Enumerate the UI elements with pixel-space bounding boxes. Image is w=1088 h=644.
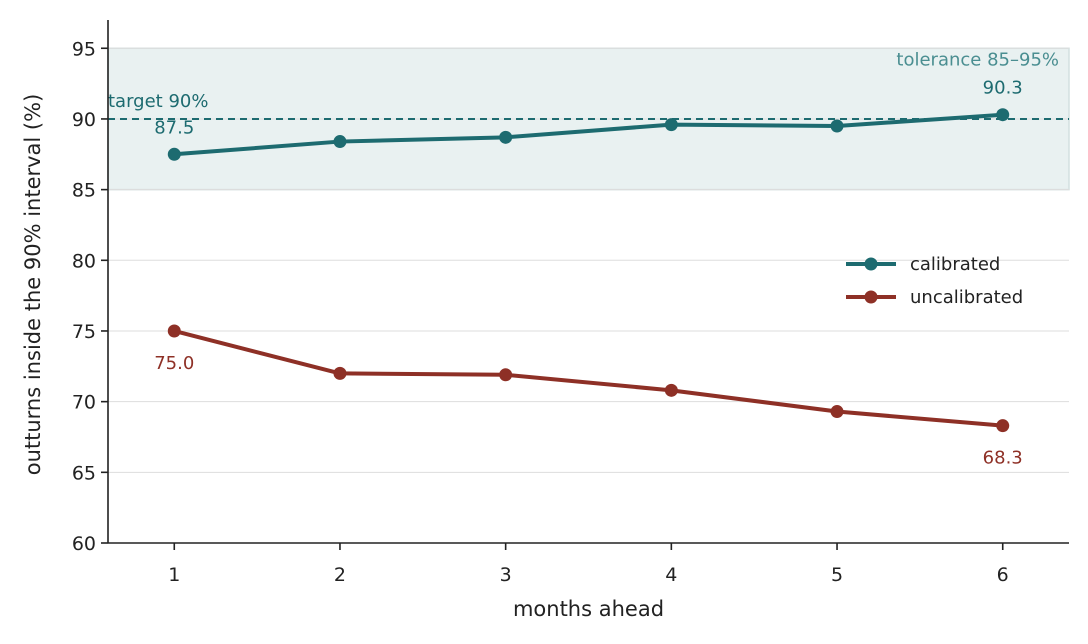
data-labels: 87.5 90.3 75.0 68.3 xyxy=(154,78,1023,469)
y-tick-label: 70 xyxy=(72,392,96,414)
x-tick-label: 3 xyxy=(500,564,512,586)
data-point-uncalibrated xyxy=(333,366,347,380)
y-tick-label: 75 xyxy=(72,321,96,343)
series-layer xyxy=(167,108,1010,433)
y-tick-label: 60 xyxy=(72,533,96,555)
data-point-calibrated xyxy=(664,118,678,132)
x-tick-label: 1 xyxy=(168,564,180,586)
data-point-uncalibrated xyxy=(996,419,1010,433)
y-tick-label: 90 xyxy=(72,109,96,131)
legend-marker-calibrated xyxy=(864,257,878,271)
data-point-uncalibrated xyxy=(664,383,678,397)
y-tick-label: 85 xyxy=(72,180,96,202)
y-tick-label: 65 xyxy=(72,462,96,484)
x-tick-label: 2 xyxy=(334,564,346,586)
x-tick-label: 5 xyxy=(831,564,843,586)
y-tick-label: 95 xyxy=(72,38,96,60)
data-point-calibrated xyxy=(333,135,347,149)
data-point-calibrated xyxy=(499,130,513,144)
data-point-uncalibrated xyxy=(499,368,513,382)
y-axis-title: outturns inside the 90% interval (%) xyxy=(21,94,45,476)
legend: calibrated uncalibrated xyxy=(846,254,1023,308)
data-label: 68.3 xyxy=(983,448,1023,469)
x-tick-label: 4 xyxy=(665,564,677,586)
data-point-calibrated xyxy=(996,108,1010,122)
data-point-calibrated xyxy=(830,119,844,133)
series-line-calibrated xyxy=(172,112,1005,157)
y-axis-ticks: 60 65 70 75 80 85 90 95 xyxy=(72,38,108,555)
x-axis-title: months ahead xyxy=(513,597,664,621)
legend-label-uncalibrated: uncalibrated xyxy=(910,287,1023,308)
x-tick-label: 6 xyxy=(997,564,1009,586)
data-point-uncalibrated xyxy=(830,405,844,419)
tolerance-label: tolerance 85–95% xyxy=(896,49,1059,70)
target-label: target 90% xyxy=(108,91,208,112)
data-label: 75.0 xyxy=(154,353,194,374)
y-tick-label: 80 xyxy=(72,250,96,272)
data-label: 87.5 xyxy=(154,117,194,138)
series-line-uncalibrated xyxy=(172,328,1005,428)
data-label: 90.3 xyxy=(983,78,1023,99)
legend-label-calibrated: calibrated xyxy=(910,254,1000,275)
data-point-calibrated xyxy=(167,147,181,161)
x-axis-ticks: 1 2 3 4 5 6 xyxy=(168,543,1009,586)
legend-marker-uncalibrated xyxy=(864,290,878,304)
data-point-uncalibrated xyxy=(167,324,181,338)
